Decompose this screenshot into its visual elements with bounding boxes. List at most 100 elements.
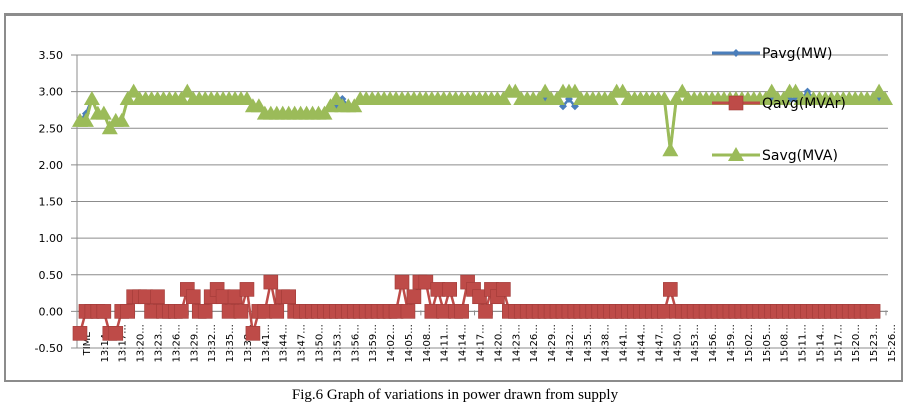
data-point xyxy=(418,274,434,290)
data-point xyxy=(757,90,774,105)
legend-marker xyxy=(732,49,740,57)
data-point xyxy=(406,289,422,305)
data-point xyxy=(472,289,487,305)
data-point xyxy=(614,83,631,98)
x-tick-label: 14:14... xyxy=(458,324,469,362)
x-tick-label: 13:59... xyxy=(368,324,379,362)
data-point xyxy=(120,304,135,319)
data-point xyxy=(871,83,888,98)
y-tick-label: 2.50 xyxy=(39,122,64,135)
data-point xyxy=(250,98,267,113)
x-tick-label: 13:35... xyxy=(225,324,236,362)
data-point xyxy=(227,289,243,305)
x-tick-label: 14:59... xyxy=(726,324,737,362)
x-tick-label: 13:20... xyxy=(136,324,147,362)
data-point xyxy=(865,90,882,105)
data-point xyxy=(108,326,124,341)
x-tick-label: 13:17... xyxy=(118,324,129,362)
data-point xyxy=(174,304,189,319)
x-tick-label: 15:26... xyxy=(887,324,898,362)
legend-label: Qavg(MVAr) xyxy=(762,96,846,112)
data-point xyxy=(674,83,691,98)
x-tick-label: 14:47... xyxy=(654,324,665,362)
data-point xyxy=(394,274,410,290)
x-tick-label: 14:29... xyxy=(547,324,558,362)
data-point xyxy=(239,282,255,297)
legend-label: Savg(MVA) xyxy=(762,148,838,164)
x-tick-label: 14:08... xyxy=(422,324,433,362)
data-point xyxy=(454,304,469,319)
x-tick-label: 14:17... xyxy=(476,324,487,362)
data-point xyxy=(119,90,136,105)
data-point xyxy=(602,90,619,105)
data-point xyxy=(125,83,142,98)
data-point xyxy=(662,142,679,157)
data-point xyxy=(865,304,881,319)
data-point xyxy=(238,90,255,105)
data-point xyxy=(507,83,524,98)
data-point xyxy=(72,326,88,341)
x-tick-label: 13:47... xyxy=(297,324,308,362)
legend-label: Pavg(MW) xyxy=(762,46,832,62)
x-tick-label: 13:26... xyxy=(171,324,182,362)
series-layer xyxy=(71,83,894,341)
data-point xyxy=(83,90,100,105)
data-point xyxy=(77,112,94,127)
data-point xyxy=(150,289,165,305)
data-point xyxy=(656,90,673,105)
data-point xyxy=(269,304,285,319)
x-tick-label: 13:38... xyxy=(243,324,254,362)
x-tick-label: 15:23... xyxy=(869,324,880,362)
x-tick-label: 14:23... xyxy=(511,324,522,362)
data-point xyxy=(101,120,118,135)
x-tick-label: 13:53... xyxy=(332,324,343,362)
x-tick-label: 14:44... xyxy=(637,324,648,362)
data-point xyxy=(245,326,261,341)
x-tick-label: TIME xyxy=(82,331,93,356)
data-point xyxy=(442,282,458,297)
x-tick-label: 14:32... xyxy=(565,324,576,362)
data-point xyxy=(763,83,780,98)
data-point xyxy=(566,83,583,98)
data-point xyxy=(496,282,511,297)
data-point xyxy=(663,282,678,297)
y-axis: -0.50 0.00 0.50 1.00 1.50 2.00 2.50 3.00 3.50 xyxy=(35,49,78,355)
x-tick-label: 14:20... xyxy=(493,324,504,362)
data-point xyxy=(787,83,804,98)
y-tick-label: 1.00 xyxy=(39,232,64,245)
x-tick-label: 15:05... xyxy=(762,324,773,362)
y-tick-label: -0.50 xyxy=(35,342,63,355)
x-tick-label: 14:50... xyxy=(672,324,683,362)
data-point xyxy=(400,304,416,319)
data-point xyxy=(549,90,566,105)
data-point xyxy=(775,90,792,105)
legend: Pavg(MW) Qavg(MVAr) Savg(MVA) xyxy=(712,46,846,164)
x-tick-label: 14:53... xyxy=(690,324,701,362)
x-tick-label: 14:35... xyxy=(583,324,594,362)
x-tick-label: 13:50... xyxy=(315,324,326,362)
x-tick-label: 14:26... xyxy=(529,324,540,362)
data-point xyxy=(95,105,112,120)
data-point xyxy=(281,289,296,305)
x-tick-label: 13:23... xyxy=(154,324,165,362)
x-tick-label: 14:41... xyxy=(619,324,630,362)
x-tick-label: 13:14... xyxy=(100,324,111,362)
data-point xyxy=(668,90,685,105)
x-tick-label: 14:05... xyxy=(404,324,415,362)
data-point xyxy=(113,112,130,127)
y-tick-label: 1.50 xyxy=(39,196,64,209)
x-tick-label: 14:02... xyxy=(386,324,397,362)
data-point xyxy=(173,90,190,105)
legend-marker xyxy=(728,147,744,161)
data-point xyxy=(322,98,339,113)
data-point xyxy=(233,304,249,319)
x-tick-label: 13:56... xyxy=(350,324,361,362)
data-point xyxy=(197,304,213,319)
x-tick-label: 13:32... xyxy=(207,324,218,362)
y-tick-label: 0.50 xyxy=(39,269,64,282)
data-point xyxy=(316,105,333,120)
x-tick-label: 15:20... xyxy=(851,324,862,362)
y-tick-label: 3.50 xyxy=(39,49,64,62)
data-point xyxy=(478,304,493,319)
